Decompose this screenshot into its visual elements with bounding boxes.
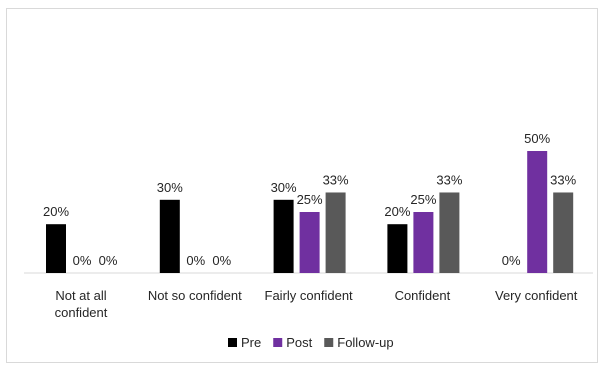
bar-post-4 — [527, 151, 548, 273]
category-label-4: Very confident — [495, 288, 578, 303]
data-label-pre-1: 30% — [157, 180, 183, 195]
data-label-post-3: 25% — [410, 192, 436, 207]
data-label-post-4: 50% — [524, 131, 550, 146]
legend-swatch-follow-up — [324, 338, 334, 347]
bar-pre-0 — [46, 224, 66, 273]
legend-label-post: Post — [286, 335, 312, 350]
data-label-post-0: 0% — [73, 253, 92, 268]
data-label-follow-up-1: 0% — [212, 253, 231, 268]
chart-frame — [6, 8, 598, 363]
category-label-1: Not so confident — [148, 288, 242, 303]
legend-label-pre: Pre — [241, 335, 261, 350]
bar-pre-3 — [387, 224, 408, 273]
category-label-3: Confident — [395, 288, 451, 303]
bar-pre-1 — [159, 199, 180, 273]
data-label-pre-0: 20% — [43, 204, 69, 219]
data-label-pre-3: 20% — [384, 204, 410, 219]
category-label-0-line1: confident — [55, 305, 108, 320]
category-label-0: Not at all — [55, 288, 106, 303]
data-label-follow-up-4: 33% — [550, 172, 576, 187]
legend-swatch-post — [273, 338, 283, 347]
data-label-follow-up-0: 0% — [99, 253, 118, 268]
bar-pre-2 — [273, 199, 294, 273]
bar-follow-up-4 — [553, 192, 574, 273]
legend-swatch-pre — [228, 338, 237, 347]
data-label-follow-up-2: 33% — [323, 172, 349, 187]
data-label-follow-up-3: 33% — [436, 172, 462, 187]
data-label-post-2: 25% — [297, 192, 323, 207]
legend-label-follow-up: Follow-up — [337, 335, 393, 350]
bar-follow-up-3 — [439, 192, 460, 273]
bar-follow-up-2 — [325, 192, 346, 273]
category-label-2: Fairly confident — [265, 288, 354, 303]
data-label-pre-4: 0% — [502, 253, 521, 268]
bar-post-2 — [299, 212, 320, 273]
bar-post-3 — [413, 212, 434, 273]
data-label-post-1: 0% — [186, 253, 205, 268]
data-label-pre-2: 30% — [271, 180, 297, 195]
